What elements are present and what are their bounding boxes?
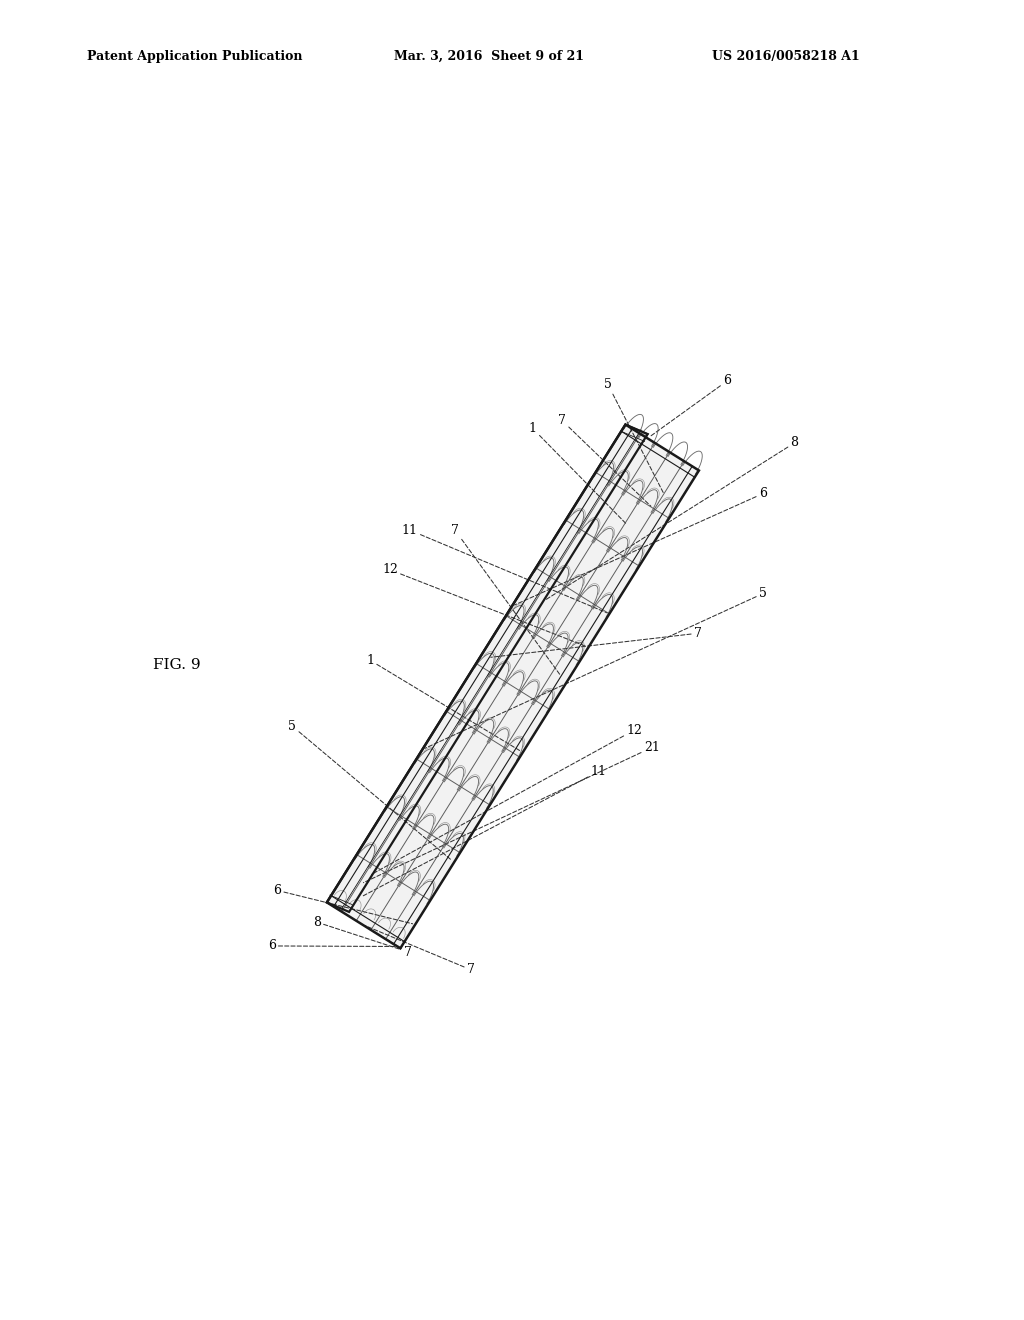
Polygon shape bbox=[327, 425, 699, 948]
Text: 8: 8 bbox=[546, 437, 799, 599]
Text: 7: 7 bbox=[451, 524, 560, 675]
Text: 7: 7 bbox=[558, 414, 651, 507]
Text: 11: 11 bbox=[401, 524, 607, 612]
Text: Mar. 3, 2016  Sheet 9 of 21: Mar. 3, 2016 Sheet 9 of 21 bbox=[394, 50, 585, 63]
Text: 6: 6 bbox=[650, 375, 731, 437]
Text: 7: 7 bbox=[490, 627, 701, 657]
Text: US 2016/0058218 A1: US 2016/0058218 A1 bbox=[712, 50, 859, 63]
Text: 6: 6 bbox=[267, 940, 394, 953]
Text: 7: 7 bbox=[374, 932, 412, 958]
Text: 1: 1 bbox=[366, 653, 520, 751]
Text: FIG. 9: FIG. 9 bbox=[154, 657, 201, 672]
Text: 6: 6 bbox=[273, 884, 413, 924]
Text: 21: 21 bbox=[364, 741, 659, 883]
Polygon shape bbox=[327, 425, 647, 912]
Text: 8: 8 bbox=[313, 916, 399, 949]
Text: 5: 5 bbox=[425, 587, 767, 748]
Text: 5: 5 bbox=[604, 379, 664, 494]
Text: 6: 6 bbox=[514, 487, 767, 605]
Text: 12: 12 bbox=[372, 723, 642, 874]
Text: 5: 5 bbox=[289, 719, 452, 861]
Text: 11: 11 bbox=[364, 764, 606, 896]
Text: 1: 1 bbox=[528, 422, 627, 524]
Text: Patent Application Publication: Patent Application Publication bbox=[87, 50, 302, 63]
Text: 7: 7 bbox=[365, 925, 475, 977]
Text: 12: 12 bbox=[382, 564, 586, 647]
